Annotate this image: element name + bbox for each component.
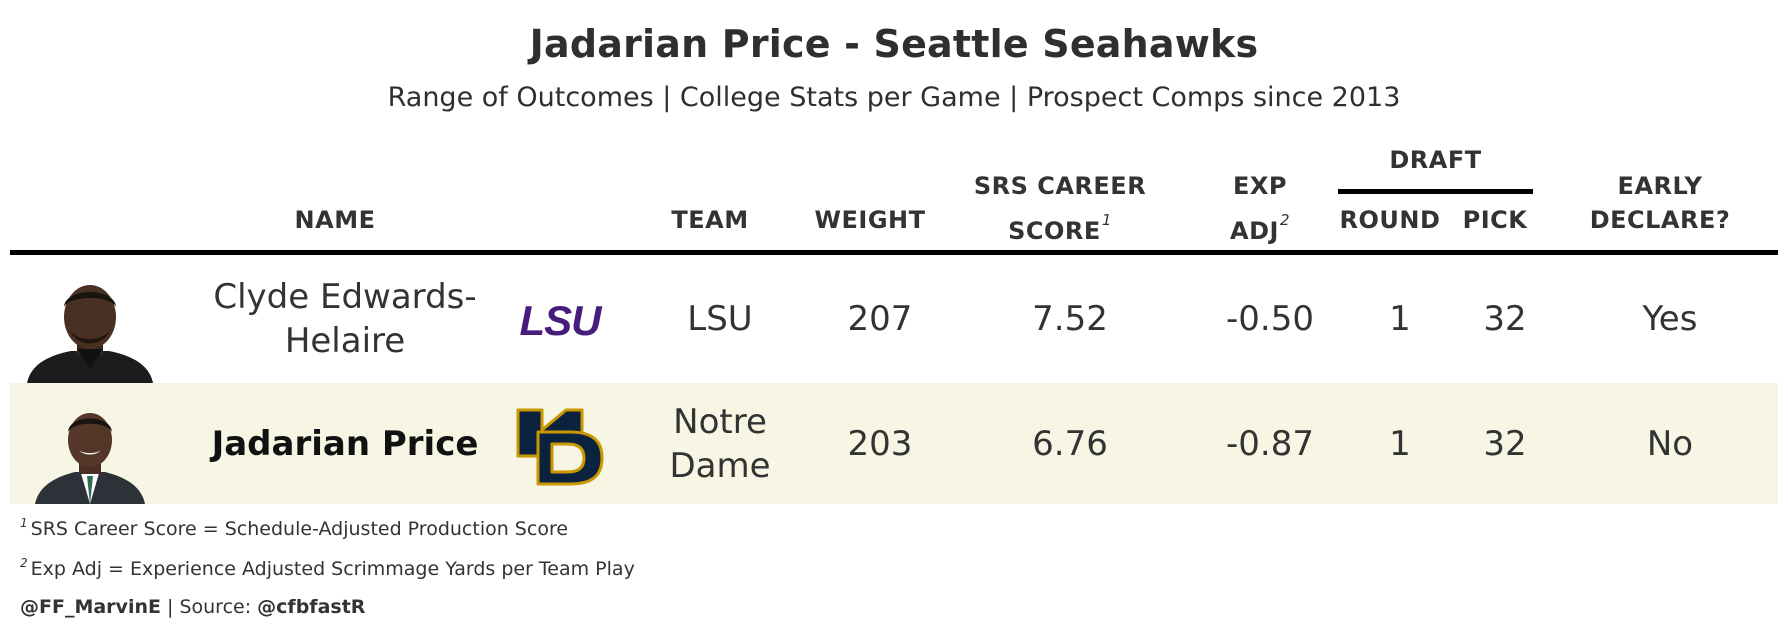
footnote-1-marker: 1 <box>20 516 28 530</box>
exp-adj-cell: -0.87 <box>1226 423 1314 464</box>
team-cell: LSU <box>687 299 753 339</box>
header-early-line1: EARLY <box>1617 172 1703 200</box>
player-headshot-icon <box>35 413 145 504</box>
footnote-1-text: SRS Career Score = Schedule-Adjusted Pro… <box>30 518 569 540</box>
header-srs-footnote-marker: 1 <box>1101 211 1112 229</box>
header-weight: WEIGHT <box>790 203 950 237</box>
lsu-logo-icon: LSU <box>520 297 605 344</box>
header-team-label: TEAM <box>671 206 749 234</box>
player-name-line1: Clyde Edwards- <box>213 277 477 317</box>
header-early-declare: EARLY DECLARE? <box>1560 169 1760 237</box>
header-name: NAME <box>215 203 455 237</box>
header-draft: DRAFT <box>1338 143 1533 177</box>
early-declare-cell: Yes <box>1642 299 1698 339</box>
player-headshot-icon <box>27 285 153 383</box>
team-line2: Dame <box>669 445 771 486</box>
team-line1: Notre <box>673 401 767 442</box>
header-srs-line2-wrap: SCORE1 <box>950 203 1170 248</box>
header-pick: PICK <box>1450 203 1540 237</box>
page-subtitle: Range of Outcomes | College Stats per Ga… <box>387 82 1401 113</box>
header-early-line2: DECLARE? <box>1589 206 1731 234</box>
team-logo: LSU <box>505 255 615 383</box>
weight-cell: 203 <box>847 423 913 464</box>
header-name-label: NAME <box>294 206 376 234</box>
footnote-2-marker: 2 <box>20 556 28 570</box>
exp-adj-cell: -0.50 <box>1226 299 1314 339</box>
header-weight-label: WEIGHT <box>814 206 926 234</box>
header-round-label: ROUND <box>1339 206 1441 234</box>
lsu-logo-text: LSU <box>520 297 604 344</box>
table-row-highlighted: Jadarian Price Notre Dame 203 6.76 -0.87… <box>10 383 1778 504</box>
player-photo <box>25 255 155 383</box>
header-exp-footnote-marker: 2 <box>1279 211 1290 229</box>
draft-spanner-rule <box>1338 189 1533 194</box>
header-exp-line2: ADJ <box>1230 217 1279 245</box>
page-title: Jadarian Price - Seattle Seahawks <box>529 22 1259 66</box>
team-cell: Notre Dame <box>640 383 800 504</box>
early-declare-cell: No <box>1646 423 1694 464</box>
footnote-1: 1 SRS Career Score = Schedule-Adjusted Pr… <box>20 516 568 540</box>
header-exp-adj: EXP ADJ2 <box>1200 169 1320 248</box>
player-photo <box>25 383 155 504</box>
table-row: Clyde Edwards- Helaire LSU LSU 207 7.52 … <box>10 255 1778 383</box>
header-round: ROUND <box>1330 203 1450 237</box>
header-srs-line1: SRS CAREER <box>973 172 1147 200</box>
header-rule <box>10 250 1778 255</box>
header-draft-label: DRAFT <box>1389 146 1482 174</box>
draft-pick-cell: 32 <box>1483 299 1527 339</box>
srs-score-cell: 6.76 <box>1032 423 1108 464</box>
source-separator: | Source: <box>167 596 252 618</box>
header-team: TEAM <box>640 203 780 237</box>
author-handle: @FF_MarvinE <box>20 596 161 618</box>
weight-cell: 207 <box>847 299 913 339</box>
header-exp-line1: EXP <box>1233 172 1287 200</box>
footnote-2-text: Exp Adj = Experience Adjusted Scrimmage … <box>30 558 635 580</box>
source-handle: @cfbfastR <box>257 596 366 618</box>
header-pick-label: PICK <box>1462 206 1528 234</box>
header-srs-line2: SCORE <box>1008 217 1101 245</box>
draft-round-cell: 1 <box>1389 423 1411 464</box>
header-srs: SRS CAREER SCORE1 <box>950 169 1170 248</box>
draft-round-cell: 1 <box>1389 299 1411 339</box>
player-name: Jadarian Price <box>211 423 479 464</box>
notre-dame-logo-icon <box>516 408 604 485</box>
header-exp-line2-wrap: ADJ2 <box>1200 203 1320 248</box>
team-logo <box>505 383 615 504</box>
source-credit: @FF_MarvinE | Source: @cfbfastR <box>20 596 365 618</box>
footnote-2: 2 Exp Adj = Experience Adjusted Scrimmage… <box>20 556 635 580</box>
srs-score-cell: 7.52 <box>1032 299 1108 339</box>
player-name-line2: Helaire <box>284 321 406 361</box>
draft-pick-cell: 32 <box>1483 423 1527 464</box>
player-name: Clyde Edwards- Helaire <box>180 255 510 383</box>
